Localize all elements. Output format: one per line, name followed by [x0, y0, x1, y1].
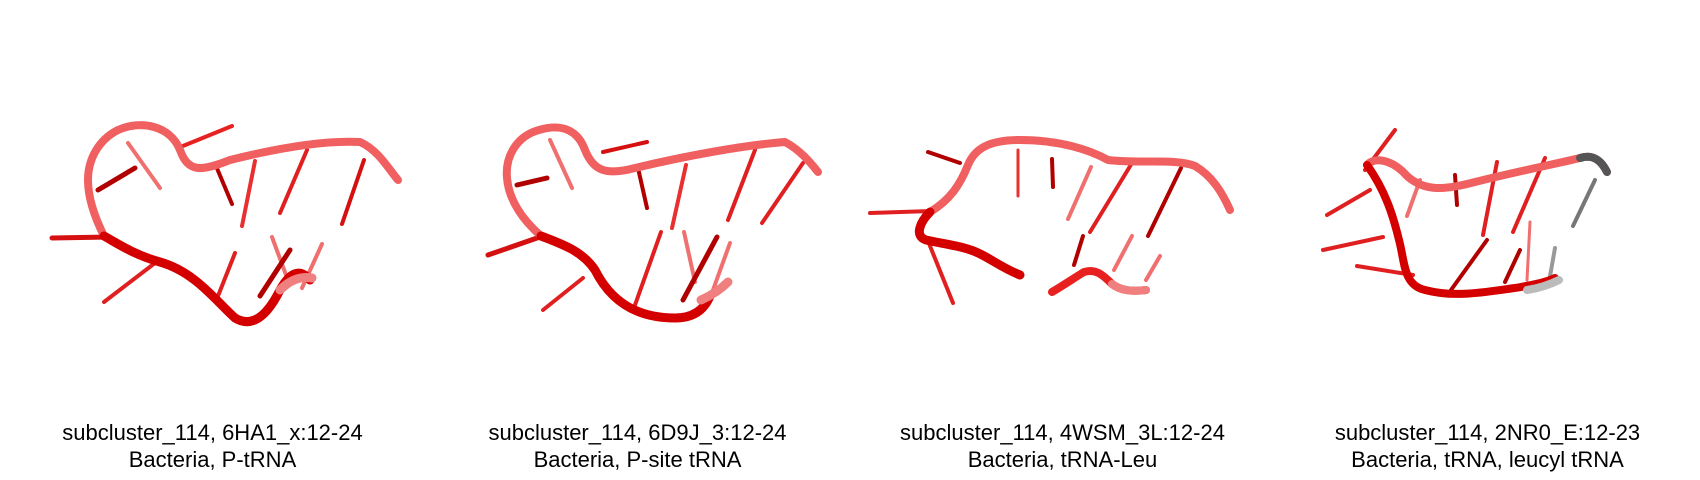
- structure-panel-1: subcluster_114, 6HA1_x:12-24 Bacteria, P…: [0, 0, 425, 480]
- rna-structure-2nr0: [1321, 128, 1611, 298]
- panel-subtitle: Bacteria, tRNA, leucyl tRNA: [1351, 447, 1624, 472]
- structure-panel-3: subcluster_114, 4WSM_3L:12-24 Bacteria, …: [850, 0, 1275, 480]
- structure-panel-4: subcluster_114, 2NR0_E:12-23 Bacteria, t…: [1275, 0, 1700, 480]
- rna-structure-6d9j: [485, 123, 822, 323]
- rna-structure-6ha1: [49, 121, 402, 327]
- panel-title: subcluster_114, 4WSM_3L:12-24: [900, 420, 1225, 445]
- panel-title: subcluster_114, 2NR0_E:12-23: [1334, 420, 1641, 445]
- panel-subtitle: Bacteria, tRNA-Leu: [967, 447, 1158, 472]
- rna-structure-4wsm: [868, 136, 1234, 305]
- structure-panel-2: subcluster_114, 6D9J_3:12-24 Bacteria, P…: [425, 0, 850, 480]
- panel-title: subcluster_114, 6D9J_3:12-24: [488, 420, 787, 445]
- panel-title: subcluster_114, 6HA1_x:12-24: [62, 420, 363, 445]
- panel-subtitle: Bacteria, P-site tRNA: [533, 447, 742, 472]
- panel-subtitle: Bacteria, P-tRNA: [128, 447, 297, 472]
